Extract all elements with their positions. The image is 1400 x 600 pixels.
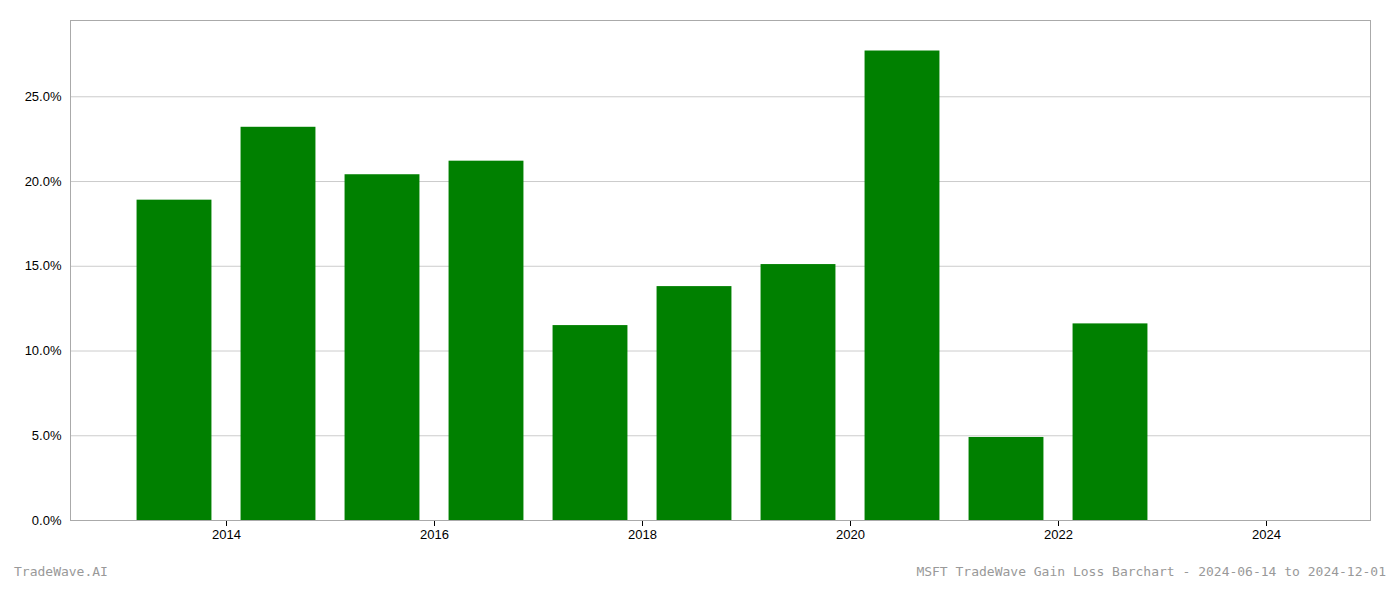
html-text:TradeWave.AI: TradeWave.AI [14, 564, 108, 579]
svg-text:25.0%: 25.0% [25, 89, 62, 104]
svg-text:2014: 2014 [212, 527, 241, 542]
svg-text:15.0%: 15.0% [25, 258, 62, 273]
svg-text:2018: 2018 [628, 527, 657, 542]
svg-text:2020: 2020 [836, 527, 865, 542]
svg-text:0.0%: 0.0% [32, 513, 62, 528]
html-text:MSFT TradeWave Gain Loss Barch: MSFT TradeWave Gain Loss Barchart - 2024… [916, 564, 1386, 579]
svg-text:2022: 2022 [1044, 527, 1073, 542]
svg-text:2024: 2024 [1252, 527, 1281, 542]
svg-text:2016: 2016 [420, 527, 449, 542]
svg-text:10.0%: 10.0% [25, 343, 62, 358]
svg-text:20.0%: 20.0% [25, 174, 62, 189]
svg-text:5.0%: 5.0% [32, 428, 62, 443]
